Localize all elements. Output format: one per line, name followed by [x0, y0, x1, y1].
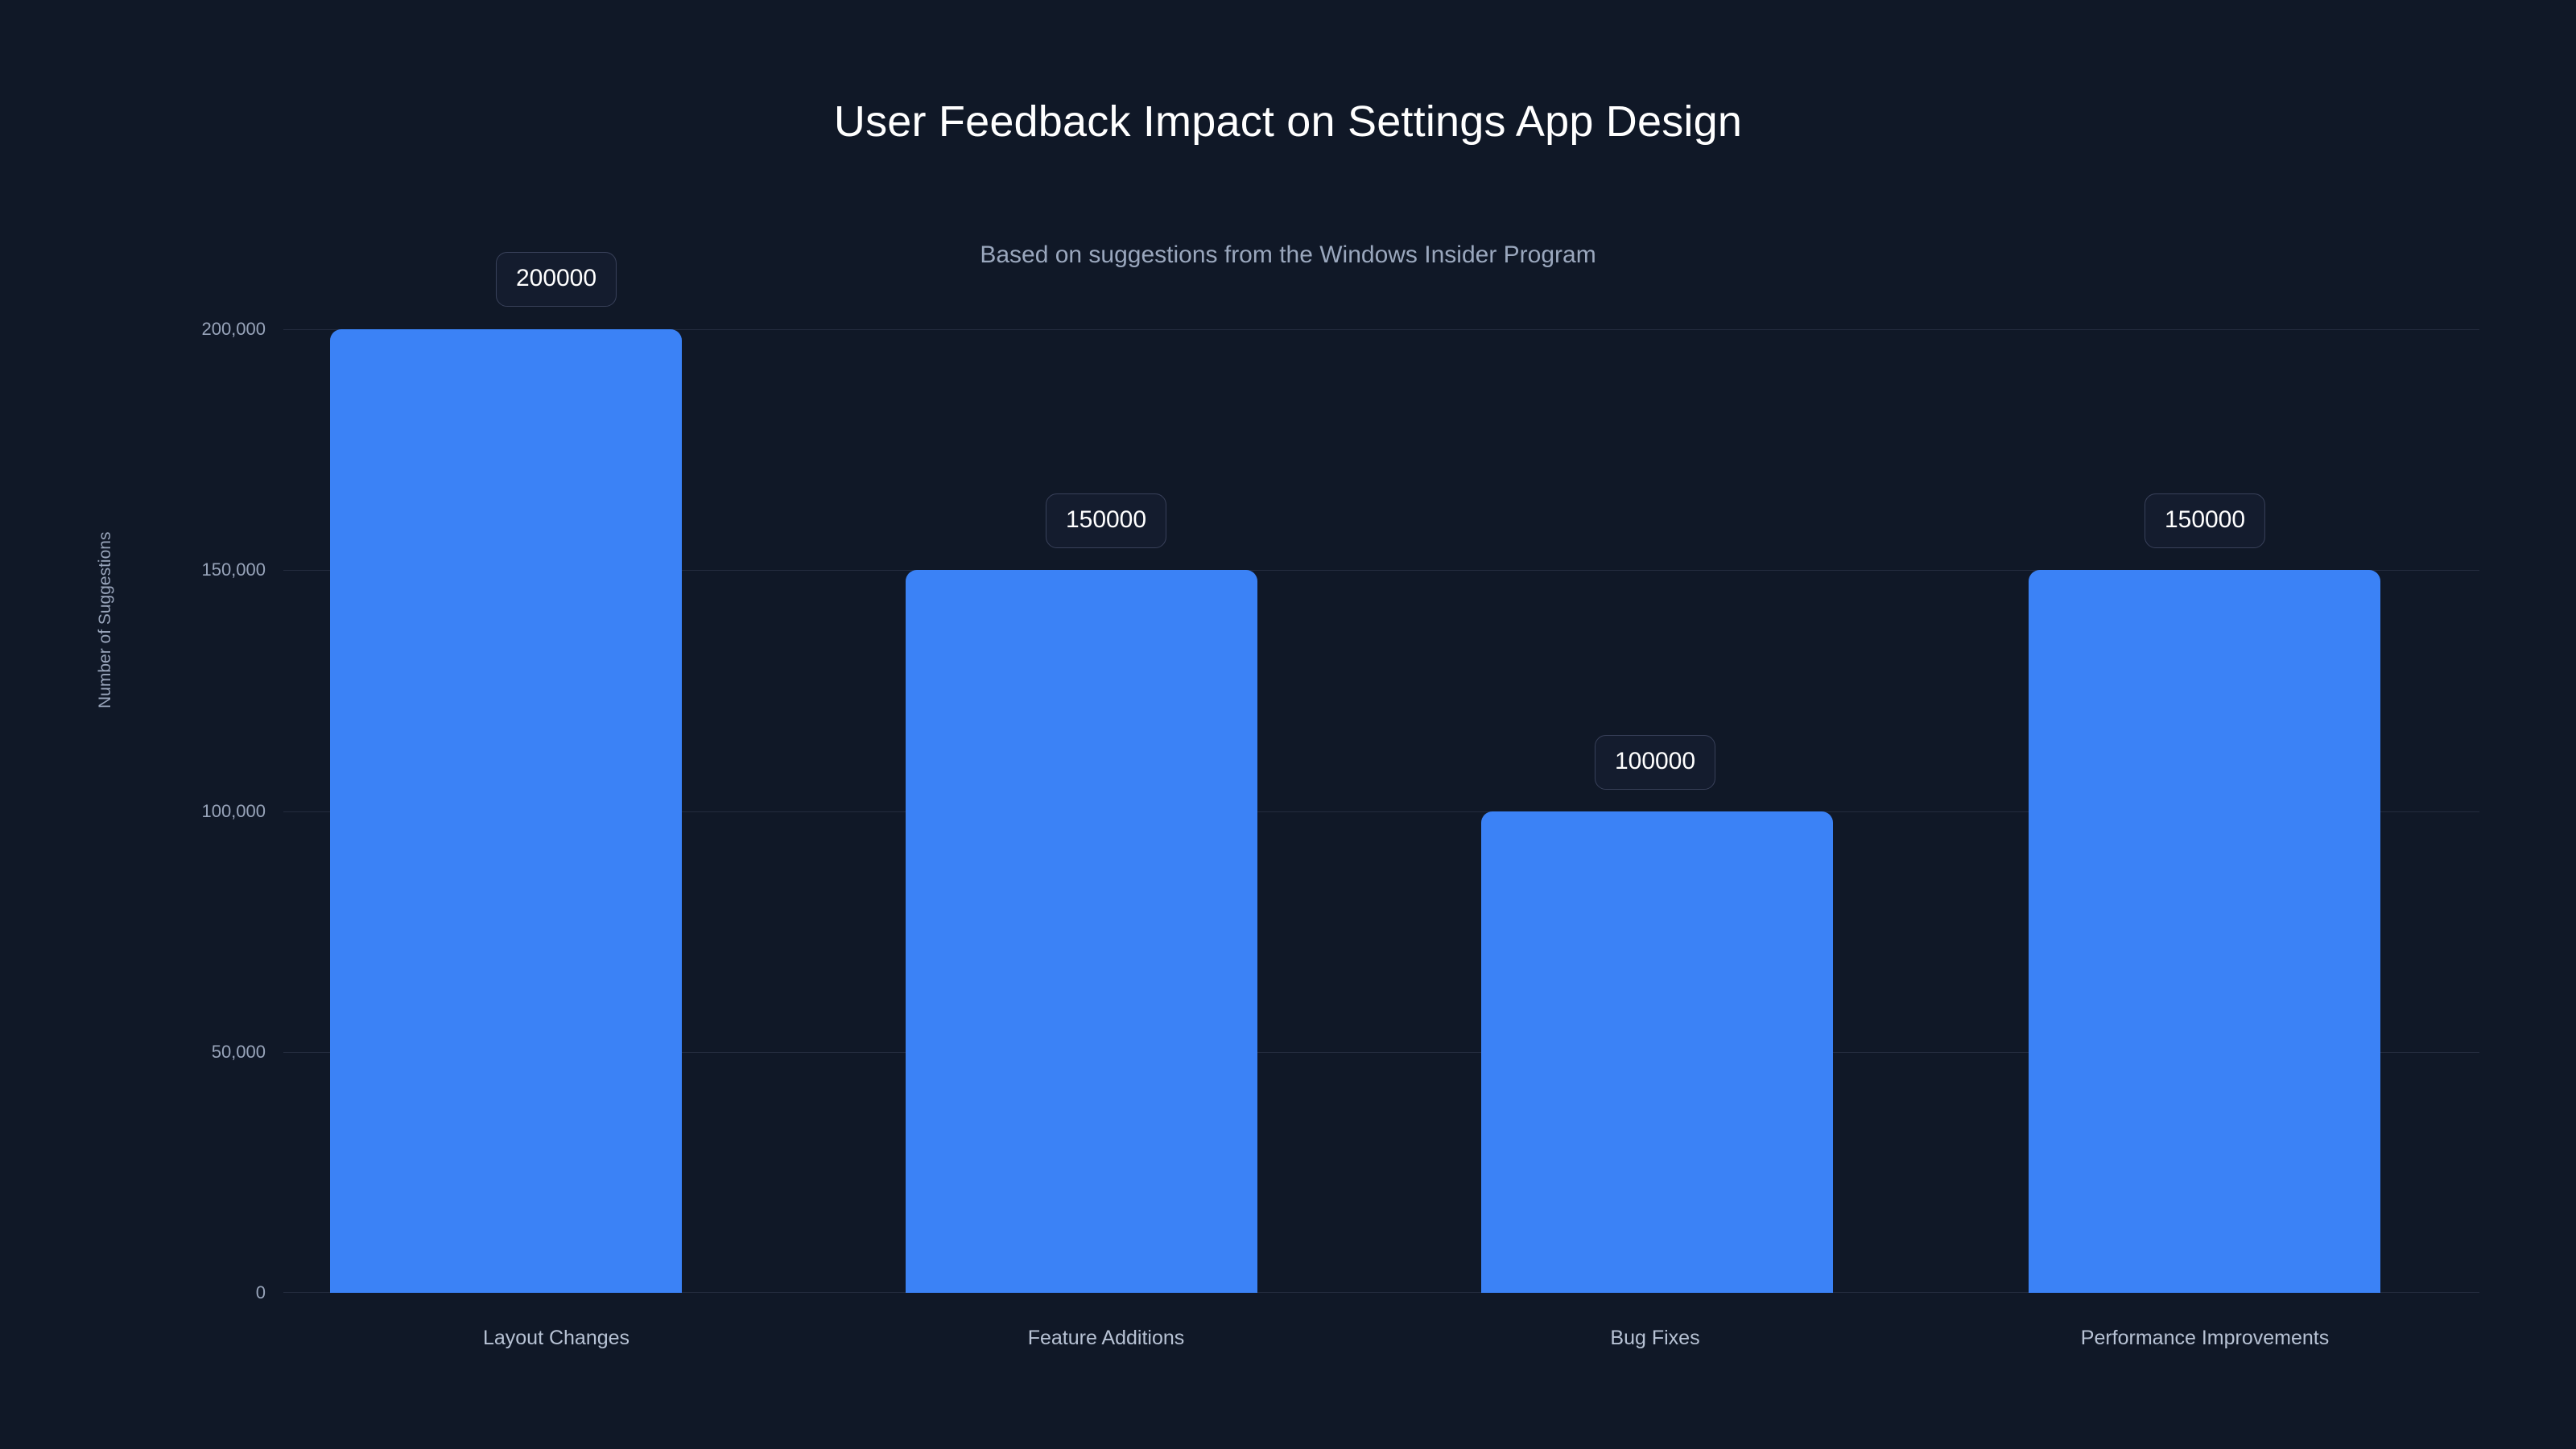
- y-tick-label-150000: 150,000: [201, 559, 266, 580]
- chart-title: User Feedback Impact on Settings App Des…: [833, 97, 1743, 146]
- x-tick-label-performance-improvements: Performance Improvements: [2080, 1327, 2330, 1349]
- gridline-200000: [283, 329, 2479, 330]
- bar-feature-additions[interactable]: [906, 570, 1257, 1293]
- y-axis-tick-labels: 0 50,000 100,000 150,000 200,000: [0, 319, 266, 1302]
- gridline-100000: [283, 811, 2479, 812]
- bar-layout-changes[interactable]: [330, 329, 682, 1293]
- chart-subtitle: Based on suggestions from the Windows In…: [980, 242, 1596, 268]
- x-tick-label-bug-fixes: Bug Fixes: [1610, 1327, 1700, 1349]
- y-tick-label-0: 0: [255, 1282, 266, 1302]
- gridline-150000: [283, 570, 2479, 572]
- x-tick-label-layout-changes: Layout Changes: [482, 1327, 630, 1349]
- bar-performance-improvements[interactable]: [2029, 570, 2380, 1293]
- bar-bug-fixes[interactable]: [1481, 811, 1833, 1293]
- gridline-50000: [283, 1051, 2479, 1053]
- x-tick-label-feature-additions: Feature Additions: [1027, 1327, 1185, 1349]
- y-tick-label-50000: 50,000: [211, 1041, 266, 1062]
- plot-area: [283, 329, 2479, 1293]
- gridline-0: [283, 1292, 2479, 1293]
- value-label-feature-additions: 150000: [1045, 493, 1167, 548]
- y-tick-label-100000: 100,000: [201, 800, 266, 821]
- value-label-performance-improvements: 150000: [2144, 493, 2266, 548]
- y-tick-label-200000: 200,000: [201, 319, 266, 339]
- value-label-bug-fixes: 100000: [1594, 735, 1716, 790]
- value-label-layout-changes: 200000: [495, 252, 617, 307]
